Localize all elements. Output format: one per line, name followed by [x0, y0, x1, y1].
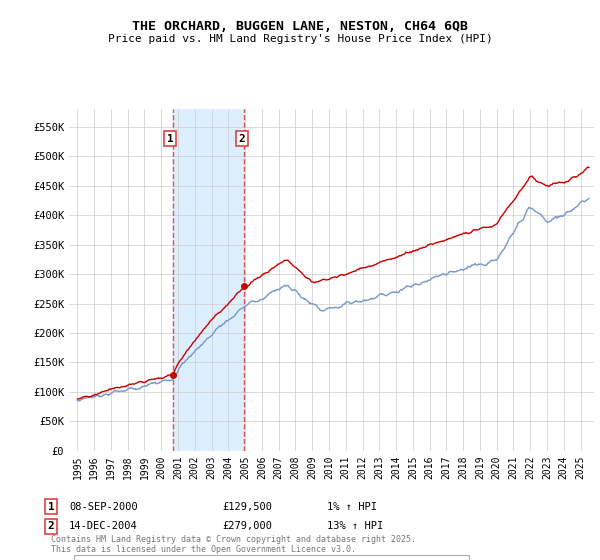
Text: 1: 1 [47, 502, 55, 512]
Text: Contains HM Land Registry data © Crown copyright and database right 2025.
This d: Contains HM Land Registry data © Crown c… [51, 535, 416, 554]
Bar [173, 109, 244, 451]
Text: 1% ↑ HPI: 1% ↑ HPI [327, 502, 377, 512]
Text: 14-DEC-2004: 14-DEC-2004 [69, 521, 138, 531]
Text: THE ORCHARD, BUGGEN LANE, NESTON, CH64 6QB: THE ORCHARD, BUGGEN LANE, NESTON, CH64 6… [132, 20, 468, 32]
Text: Price paid vs. HM Land Registry's House Price Index (HPI): Price paid vs. HM Land Registry's House … [107, 34, 493, 44]
Text: 1: 1 [167, 134, 173, 144]
Text: £129,500: £129,500 [222, 502, 272, 512]
Text: 2: 2 [47, 521, 55, 531]
Text: 13% ↑ HPI: 13% ↑ HPI [327, 521, 383, 531]
Text: 2: 2 [239, 134, 245, 144]
Legend: THE ORCHARD, BUGGEN LANE, NESTON, CH64 6QB (detached house), HPI: Average price,: THE ORCHARD, BUGGEN LANE, NESTON, CH64 6… [74, 555, 469, 560]
Text: 08-SEP-2000: 08-SEP-2000 [69, 502, 138, 512]
Text: £279,000: £279,000 [222, 521, 272, 531]
